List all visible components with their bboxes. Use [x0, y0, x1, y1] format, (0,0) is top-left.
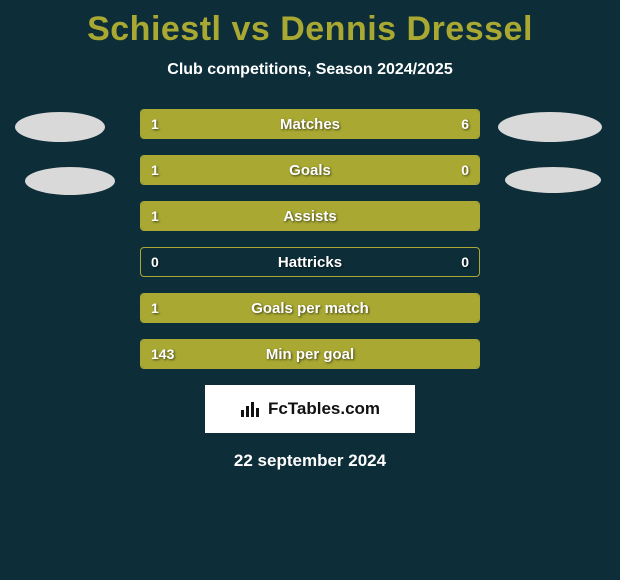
- stat-row: 16Matches: [140, 109, 480, 139]
- player-placeholder-oval: [498, 112, 602, 142]
- bar-chart-icon: [240, 400, 262, 418]
- vs-separator: vs: [231, 10, 270, 48]
- player2-name: Dennis Dressel: [280, 10, 533, 48]
- stat-fill-left: [141, 156, 405, 184]
- stat-label: Hattricks: [141, 248, 479, 276]
- stat-fill-right: [202, 110, 479, 138]
- stat-row: 1Goals per match: [140, 293, 480, 323]
- logo-text: FcTables.com: [268, 399, 380, 419]
- stat-fill-left: [141, 202, 479, 230]
- fctables-logo: FcTables.com: [205, 385, 415, 433]
- subtitle: Club competitions, Season 2024/2025: [0, 61, 620, 79]
- snapshot-date: 22 september 2024: [0, 451, 620, 471]
- chart-area: 16Matches 10Goals 1Assists 0 0Hattricks 1Goal…: [0, 109, 620, 369]
- stat-fill-left: [141, 340, 479, 368]
- comparison-title: Schiestl vs Dennis Dressel: [0, 0, 620, 49]
- stat-row: 1Assists: [140, 201, 480, 231]
- stat-row: 0 0Hattricks: [140, 247, 480, 277]
- player-placeholder-oval: [25, 167, 115, 195]
- stat-row: 10Goals: [140, 155, 480, 185]
- stat-value-right: 0: [461, 248, 469, 276]
- stat-fill-right: [405, 156, 479, 184]
- player-placeholder-oval: [15, 112, 105, 142]
- stat-value-left: 0: [151, 248, 159, 276]
- stat-fill-left: [141, 110, 202, 138]
- player-placeholder-oval: [505, 167, 601, 193]
- stat-row: 143Min per goal: [140, 339, 480, 369]
- stat-fill-left: [141, 294, 479, 322]
- player1-name: Schiestl: [87, 10, 221, 48]
- stat-rows: 16Matches 10Goals 1Assists 0 0Hattricks 1Goal…: [140, 109, 480, 369]
